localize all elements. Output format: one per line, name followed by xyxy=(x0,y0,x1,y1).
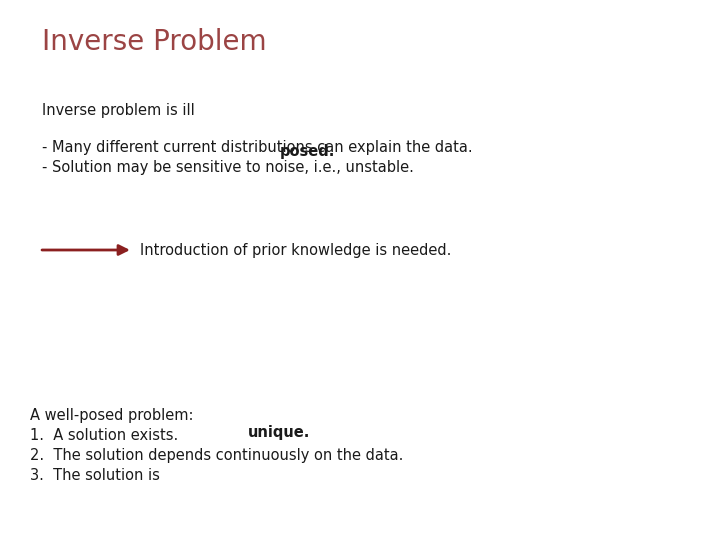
Text: - Many different current distributions can explain the data.: - Many different current distributions c… xyxy=(42,140,472,155)
Text: posed.: posed. xyxy=(280,144,336,159)
Text: - Solution may be sensitive to noise, i.e., unstable.: - Solution may be sensitive to noise, i.… xyxy=(42,160,414,175)
Text: A well-posed problem:: A well-posed problem: xyxy=(30,408,194,423)
Text: 3.  The solution is: 3. The solution is xyxy=(30,468,164,483)
Text: 2.  The solution depends continuously on the data.: 2. The solution depends continuously on … xyxy=(30,448,403,463)
Text: Inverse problem is ill: Inverse problem is ill xyxy=(42,103,199,118)
Text: Introduction of prior knowledge is needed.: Introduction of prior knowledge is neede… xyxy=(140,242,451,258)
Text: unique.: unique. xyxy=(248,425,310,440)
Text: Inverse Problem: Inverse Problem xyxy=(42,28,266,56)
Text: 1.  A solution exists.: 1. A solution exists. xyxy=(30,428,179,443)
